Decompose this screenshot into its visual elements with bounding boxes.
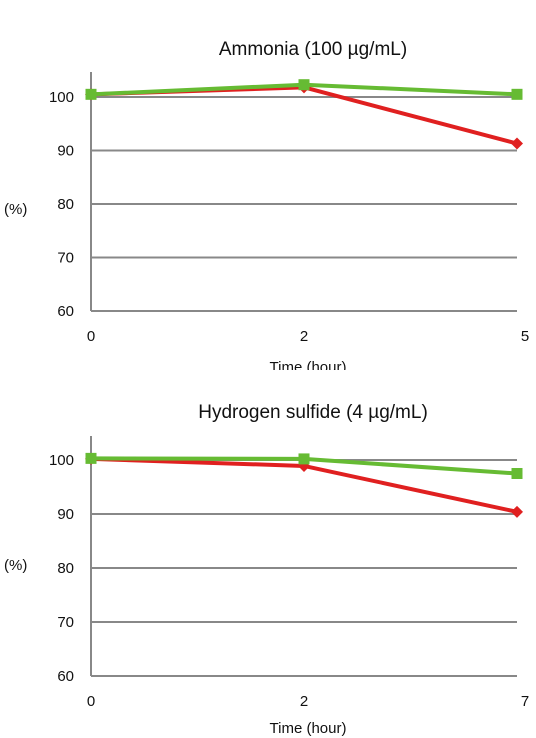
y-tick-label: 70 [57,250,74,267]
y-tick-label: 90 [57,143,74,160]
x-tick-label: 0 [87,328,95,345]
ammonia-chart: Ammonia (100 µg/mL) Time (hour) (%) 60 70… [4,39,529,370]
y-tick-label: 60 [57,668,74,685]
x-tick-label: 5 [521,328,529,345]
data-point [511,88,523,100]
x-tick-label: 2 [300,693,308,710]
y-tick-label: 80 [57,196,74,213]
x-tick-label: 7 [521,693,529,710]
data-point [85,88,97,100]
series-line [90,85,518,146]
x-axis-label: Time (hour) [270,359,347,370]
y-tick-label: 60 [57,303,74,320]
ammonia-chart-svg: Ammonia (100 µg/mL) Time (hour) (%) 60 70… [4,39,529,370]
data-point [85,452,97,464]
y-axis-label: (%) [4,201,27,218]
x-tick-label: 2 [300,328,308,345]
hydrogen-sulfide-chart-svg: Hydrogen sulfide (4 µg/mL) Time (hour) (… [4,402,529,737]
y-tick-label: 100 [49,452,74,469]
y-axis-label: (%) [4,557,27,574]
y-tick-label: 90 [57,506,74,523]
x-axis-label: Time (hour) [270,720,347,737]
y-tick-label: 70 [57,614,74,631]
y-tick-label: 80 [57,560,74,577]
y-tick-label: 100 [49,89,74,106]
hydrogen-sulfide-chart: Hydrogen sulfide (4 µg/mL) Time (hour) (… [0,370,536,738]
data-point [511,137,523,150]
data-point [298,79,310,91]
chart-title: Hydrogen sulfide (4 µg/mL) [198,402,428,423]
data-point [511,468,523,479]
x-tick-label: 0 [87,693,95,710]
data-point [511,505,523,518]
chart-title: Ammonia (100 µg/mL) [219,39,407,60]
data-point [298,453,310,465]
